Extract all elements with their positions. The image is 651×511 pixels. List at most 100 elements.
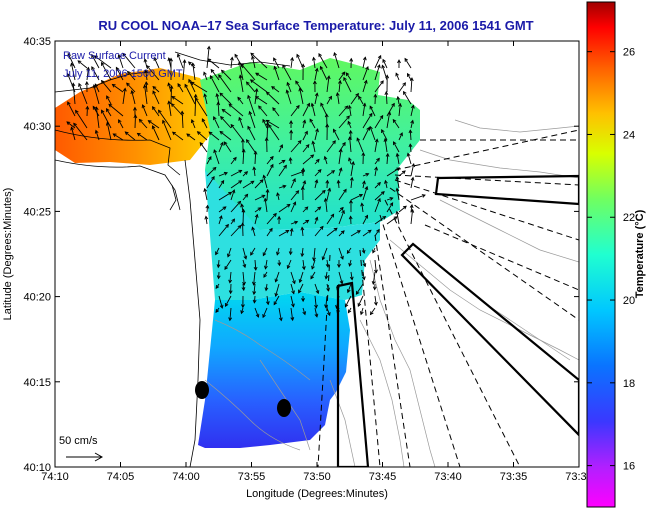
current-vector-head	[404, 57, 409, 62]
current-vector	[386, 153, 389, 165]
current-vector	[266, 189, 269, 201]
current-vector-head	[372, 249, 376, 254]
current-vector-head	[345, 72, 350, 77]
current-vector-head	[369, 311, 374, 316]
current-vector-head	[262, 174, 267, 179]
current-vector-head	[364, 185, 369, 190]
current-vector-head	[264, 137, 269, 142]
current-vector-head	[130, 90, 135, 95]
current-vector-head	[361, 276, 366, 281]
current-vector-head	[84, 81, 89, 86]
current-vector-head	[105, 121, 110, 126]
current-vector	[86, 67, 89, 81]
current-vector	[326, 188, 331, 201]
current-vector	[356, 137, 364, 153]
current-vector-head	[304, 130, 308, 135]
current-vector-head	[327, 187, 332, 192]
current-vector-head	[326, 311, 331, 317]
current-vector-head	[203, 93, 208, 98]
current-vector-head	[220, 115, 224, 120]
current-vector	[333, 129, 340, 141]
current-vector-head	[314, 216, 319, 221]
current-vector	[213, 116, 220, 129]
current-vector-head	[288, 251, 293, 256]
current-vector	[326, 170, 335, 177]
current-vector	[398, 103, 401, 117]
current-vector-head	[351, 160, 355, 166]
current-vector	[298, 283, 304, 293]
current-vector	[181, 111, 184, 129]
current-vector-head	[67, 101, 71, 106]
current-vector-head	[263, 273, 267, 278]
current-vector-head	[169, 57, 173, 62]
current-vector	[242, 259, 246, 268]
current-vector-head	[333, 51, 337, 57]
current-vector	[278, 144, 283, 153]
current-vector-head	[344, 105, 349, 110]
current-vector	[153, 57, 160, 69]
current-vector-head	[410, 104, 415, 109]
current-vector-head	[216, 275, 221, 280]
current-vector	[230, 180, 242, 189]
current-vector-head	[362, 263, 367, 268]
current-vector-head	[253, 266, 258, 271]
current-vector-head	[153, 56, 158, 61]
current-vector-head	[167, 100, 172, 105]
current-vector-head	[321, 256, 326, 261]
current-vector	[91, 54, 100, 69]
current-vector	[254, 179, 264, 189]
current-vector	[357, 295, 364, 307]
current-vector	[314, 93, 318, 105]
current-vector	[126, 82, 136, 93]
current-vector	[350, 161, 354, 177]
current-vector	[184, 84, 196, 105]
current-vector	[290, 271, 296, 284]
current-vector	[230, 189, 235, 201]
current-vector	[254, 259, 257, 270]
current-vector	[263, 175, 268, 189]
current-vector	[326, 214, 334, 225]
current-vector-head	[387, 111, 392, 116]
current-vector	[385, 91, 388, 105]
current-vector-head	[203, 71, 207, 76]
current-vector	[162, 120, 172, 141]
current-vector-head	[187, 61, 192, 66]
current-vector-head	[355, 92, 359, 97]
current-vector-head	[126, 82, 130, 87]
current-vector	[409, 144, 412, 153]
current-vector-head	[362, 56, 367, 61]
current-vector-head	[244, 193, 249, 198]
current-vector-head	[336, 286, 340, 291]
current-vector-head	[265, 301, 270, 306]
current-vector-head	[170, 103, 175, 107]
current-vector	[266, 164, 274, 177]
current-vector	[197, 131, 208, 141]
current-vector-head	[324, 275, 329, 280]
current-vector	[250, 52, 268, 69]
current-vector	[362, 113, 373, 129]
current-vector-head	[250, 180, 255, 185]
current-vector-head	[285, 230, 290, 234]
current-vector	[242, 180, 254, 189]
current-vector-head	[262, 118, 266, 123]
current-vector	[237, 97, 244, 105]
current-vector-head	[338, 79, 342, 84]
current-vector-head	[406, 72, 411, 77]
current-vector-head	[347, 136, 352, 141]
current-vector	[396, 211, 400, 225]
current-vector	[203, 72, 208, 81]
current-vector	[273, 295, 280, 305]
current-vector-head	[86, 66, 91, 71]
current-vector	[348, 157, 352, 165]
current-vector-head	[216, 101, 221, 106]
current-vector	[230, 169, 242, 177]
current-vector-head	[376, 157, 380, 162]
current-vector	[336, 283, 340, 290]
current-vector	[255, 72, 268, 81]
current-vector-head	[67, 52, 72, 57]
current-vector-head	[340, 255, 344, 260]
current-vector-head	[262, 314, 266, 319]
current-vector-head	[211, 175, 215, 180]
current-vector	[358, 96, 364, 105]
current-vector	[326, 227, 338, 237]
